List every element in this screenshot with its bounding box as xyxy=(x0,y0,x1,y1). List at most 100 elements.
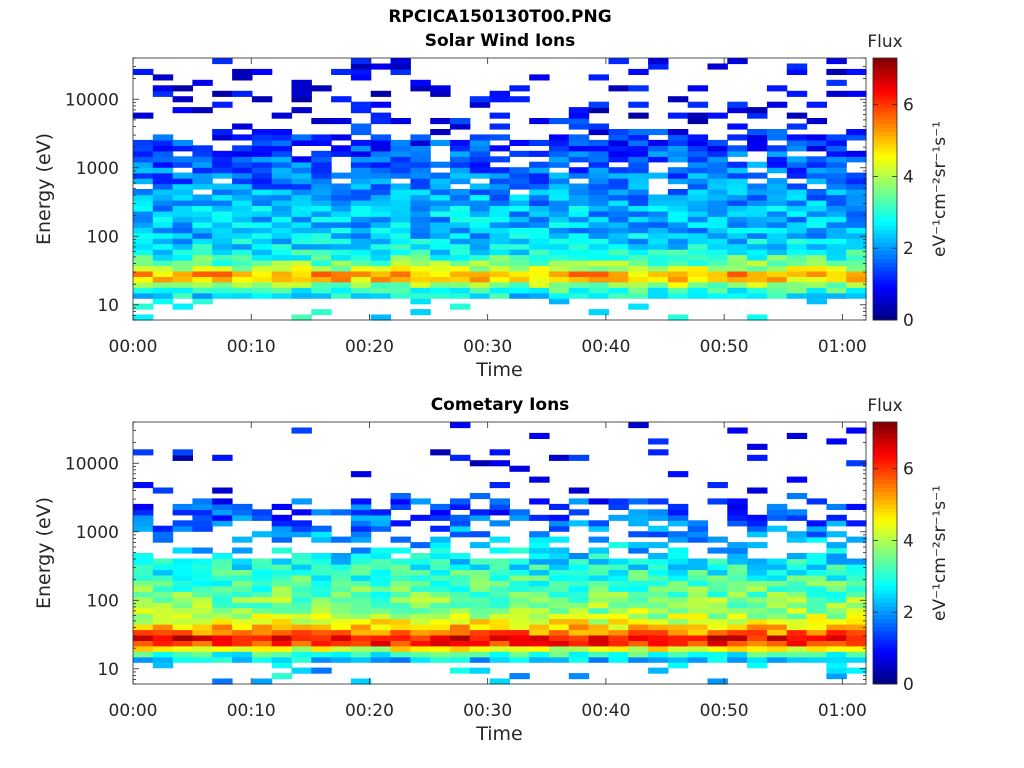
flux-cell xyxy=(529,563,550,570)
flux-cell xyxy=(232,74,253,81)
x-tick-label: 00:00 xyxy=(109,701,158,721)
colorbar-segment xyxy=(873,438,897,443)
flux-cell xyxy=(469,243,491,250)
flux-cell xyxy=(687,634,709,641)
flux-cell xyxy=(588,292,609,299)
flux-cell xyxy=(450,281,471,288)
flux-cell xyxy=(826,150,847,157)
flux-cell xyxy=(568,602,590,609)
flux-cell xyxy=(786,618,808,625)
flux-cell xyxy=(450,629,471,636)
flux-cell xyxy=(271,287,293,294)
flux-cell xyxy=(489,651,510,658)
flux-cell xyxy=(390,189,411,196)
flux-cell xyxy=(786,123,808,130)
flux-cell xyxy=(509,591,530,598)
flux-cell xyxy=(212,607,233,614)
flux-cell xyxy=(133,303,154,310)
flux-cell xyxy=(192,281,213,288)
flux-cell xyxy=(271,536,293,543)
flux-cell xyxy=(727,629,748,636)
flux-cell xyxy=(687,569,709,576)
flux-cell xyxy=(529,629,550,636)
flux-cell xyxy=(370,254,392,261)
flux-cell xyxy=(509,96,530,103)
flux-cell xyxy=(212,558,233,565)
flux-cell xyxy=(251,205,273,212)
colorbar-segment xyxy=(873,577,897,583)
flux-cell xyxy=(846,591,867,598)
flux-cell xyxy=(331,238,352,245)
colorbar-title: Flux xyxy=(867,396,902,416)
flux-cell xyxy=(727,123,748,130)
flux-cell xyxy=(133,216,154,223)
flux-cell xyxy=(568,232,590,239)
flux-cell xyxy=(251,629,273,636)
flux-cell xyxy=(707,624,728,631)
flux-cell xyxy=(549,260,570,267)
colorbar-segment xyxy=(873,557,897,562)
flux-cell xyxy=(152,178,174,185)
flux-cell xyxy=(549,232,570,239)
flux-cell xyxy=(549,139,570,146)
flux-cell xyxy=(648,591,669,598)
y-tick-label: 100 xyxy=(87,591,119,611)
flux-cell xyxy=(251,96,273,103)
flux-cell xyxy=(549,270,570,277)
flux-cell xyxy=(766,607,788,614)
flux-cell xyxy=(450,503,471,510)
flux-cell xyxy=(271,656,293,663)
flux-cell xyxy=(152,563,174,570)
flux-cell xyxy=(311,281,332,288)
colorbar-segment xyxy=(873,495,897,501)
colorbar-tick-label: 2 xyxy=(903,603,914,623)
flux-cell xyxy=(350,123,372,130)
flux-cell xyxy=(588,167,609,174)
flux-cell xyxy=(687,585,709,592)
flux-cell xyxy=(311,150,332,157)
flux-cell xyxy=(786,531,808,538)
flux-cell xyxy=(430,618,451,625)
flux-cell xyxy=(212,292,233,299)
flux-cell xyxy=(410,596,431,603)
flux-cell xyxy=(192,580,213,587)
flux-cell xyxy=(747,134,768,141)
colorbar-segment xyxy=(873,119,897,124)
flux-cell xyxy=(232,656,253,663)
flux-cell xyxy=(152,156,174,163)
flux-cell xyxy=(450,558,471,565)
flux-cell xyxy=(331,199,352,206)
colorbar-segment xyxy=(873,135,897,141)
flux-cell xyxy=(549,254,570,261)
flux-cell xyxy=(648,542,669,549)
flux-cell xyxy=(430,607,451,614)
flux-cell xyxy=(469,651,491,658)
flux-cell xyxy=(331,645,352,652)
flux-cell xyxy=(766,260,788,267)
flux-cell xyxy=(687,596,709,603)
flux-cell xyxy=(608,645,629,652)
flux-cell xyxy=(846,667,867,674)
flux-cell xyxy=(430,221,451,228)
flux-cell xyxy=(707,678,728,685)
flux-cell xyxy=(628,514,649,521)
flux-cell xyxy=(628,602,649,609)
flux-cell xyxy=(667,199,689,206)
flux-cell xyxy=(509,629,530,636)
flux-cell xyxy=(667,613,689,620)
flux-cell xyxy=(370,172,392,179)
flux-cell xyxy=(410,227,431,234)
flux-cell xyxy=(271,156,293,163)
flux-cell xyxy=(687,167,709,174)
flux-cell xyxy=(549,249,570,256)
flux-cell xyxy=(667,205,689,212)
flux-cell xyxy=(133,585,154,592)
flux-cell xyxy=(707,634,728,641)
flux-cell xyxy=(251,563,273,570)
flux-cell xyxy=(370,645,392,652)
flux-cell xyxy=(370,150,392,157)
flux-cell xyxy=(727,509,748,516)
flux-cell xyxy=(846,238,867,245)
flux-cell xyxy=(311,194,332,201)
flux-cell xyxy=(766,221,788,228)
